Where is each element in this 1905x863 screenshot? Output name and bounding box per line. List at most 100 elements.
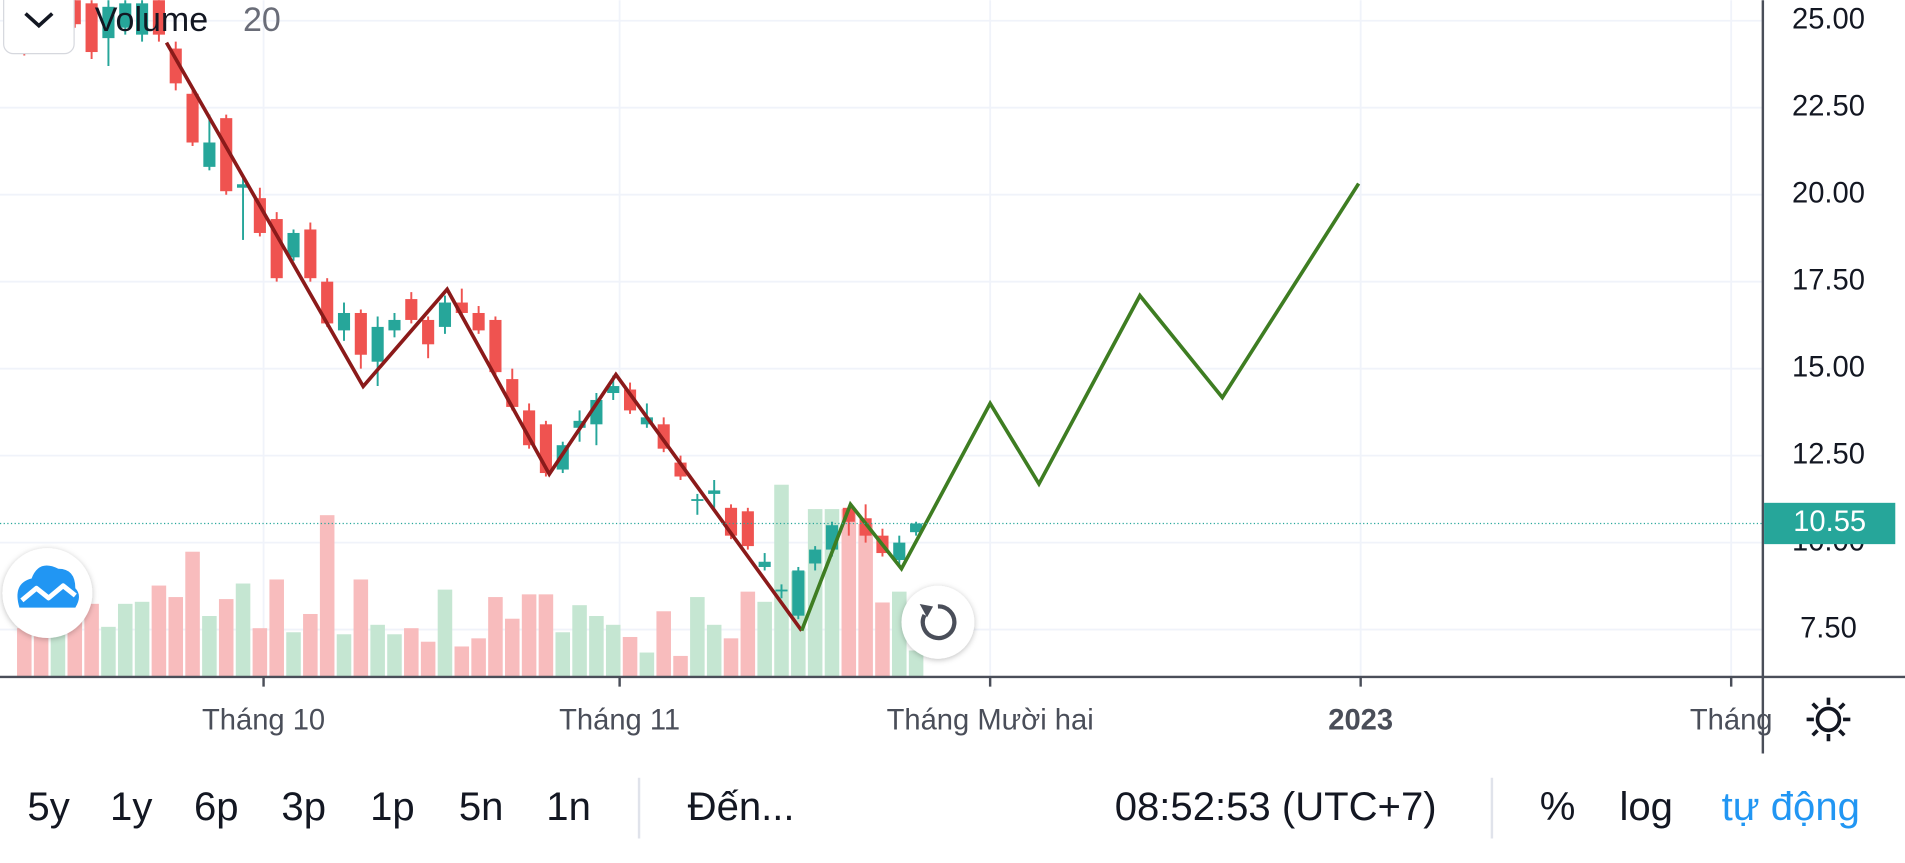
volume-bar: [488, 597, 503, 677]
volume-bar: [202, 616, 217, 677]
goto-date[interactable]: Đến...: [688, 785, 795, 829]
chevron-icon: [24, 12, 54, 29]
volume-bar: [471, 638, 486, 677]
volume-bar: [740, 591, 756, 677]
volume-bar: [303, 613, 318, 677]
volume-bar: [168, 597, 184, 677]
reset-button[interactable]: [901, 585, 975, 659]
auto-toggle[interactable]: tự động: [1722, 785, 1860, 829]
candle-body: [102, 6, 115, 39]
volume-bar: [622, 636, 638, 677]
range-button[interactable]: 1p: [370, 785, 415, 829]
candle-body: [775, 589, 788, 592]
volume-bar: [17, 628, 32, 677]
log-toggle[interactable]: log: [1619, 785, 1672, 829]
volume-bar: [656, 611, 671, 677]
volume-bar: [33, 628, 49, 677]
candle-body: [708, 490, 721, 494]
y-tick-label: 7.50: [1800, 612, 1857, 644]
volume-bar: [757, 601, 772, 677]
volume-bar: [572, 605, 587, 677]
candle-body: [893, 542, 906, 561]
last-price-box: [1764, 502, 1896, 545]
volume-bar: [117, 603, 133, 677]
candle-body: [220, 118, 233, 192]
range-button[interactable]: 5n: [459, 785, 504, 829]
volume-bar: [639, 652, 655, 677]
volume-bar: [151, 585, 167, 677]
volume-bar: [824, 509, 840, 677]
range-button[interactable]: 1y: [110, 785, 152, 829]
range-button[interactable]: 3p: [281, 785, 326, 829]
candle-body: [573, 420, 586, 428]
settings-button[interactable]: [1806, 697, 1851, 742]
overlay-layer: [0, 41, 1762, 632]
volume-bar: [605, 624, 621, 677]
trend-line: [799, 182, 1361, 632]
candle-body: [186, 93, 199, 143]
axes: 7.5010.0012.5015.0017.5020.0022.5025.00T…: [0, 0, 1905, 754]
reset-icon: [920, 604, 957, 641]
grid: [0, 0, 1762, 677]
candle-body: [253, 198, 266, 233]
volume-bar: [437, 589, 453, 677]
y-tick-label: 20.00: [1792, 177, 1865, 209]
y-tick-label: 12.50: [1792, 438, 1865, 470]
volume-bar: [101, 626, 116, 677]
candle-body: [337, 312, 351, 331]
candle-body: [270, 219, 283, 279]
candle-body: [741, 511, 754, 547]
x-tick-label: Tháng 10: [202, 705, 325, 737]
candle-body: [792, 570, 805, 616]
volume-bar: [269, 579, 284, 677]
volume-bar: [723, 638, 739, 677]
volume-bar: [353, 579, 369, 677]
x-tick-label: 2023: [1328, 705, 1393, 737]
toolbar: Đến... 08:52:53 (UTC+7) % log tự động 5y…: [27, 777, 1860, 839]
range-button[interactable]: 5y: [27, 785, 69, 829]
volume-bar: [875, 602, 890, 677]
candle-body: [623, 389, 637, 411]
reset-arrow: [919, 604, 934, 618]
trend-line: [164, 41, 804, 632]
volume-bar: [673, 655, 688, 677]
volume-bar: [370, 624, 385, 677]
study-length: 20: [243, 1, 281, 39]
volume-bar: [521, 594, 537, 677]
candle-body: [236, 184, 250, 188]
volume-bar: [504, 618, 520, 677]
candle-body: [119, 3, 132, 28]
range-button[interactable]: 6p: [194, 785, 239, 829]
volume-bar: [908, 650, 924, 677]
volume-bar: [690, 597, 705, 677]
candle-body: [455, 302, 468, 313]
range-button[interactable]: 1n: [546, 785, 591, 829]
x-tick-label: Tháng: [1690, 705, 1773, 737]
cloud-icon: [17, 565, 79, 608]
candle-body: [422, 319, 435, 345]
candle-body: [287, 232, 300, 258]
x-tick-label: Tháng 11: [559, 705, 680, 737]
candle-body: [640, 417, 653, 425]
settings-rays: [1806, 697, 1851, 742]
volume-bar: [706, 624, 722, 677]
candle-body: [371, 326, 384, 362]
clock: 08:52:53 (UTC+7): [1115, 785, 1437, 829]
candle-body: [489, 319, 502, 373]
cloud-line-icon: [20, 583, 77, 603]
y-tick-label: 17.50: [1792, 264, 1865, 296]
candle-body: [388, 319, 401, 331]
candle-body: [405, 299, 418, 320]
volume-bar: [319, 515, 335, 677]
volume-bar: [589, 616, 604, 677]
settings-icon: [1815, 706, 1842, 733]
volume-bar: [841, 509, 857, 677]
volume-bar: [185, 551, 200, 677]
candle-body: [472, 312, 485, 331]
y-tick-label: 15.00: [1792, 351, 1865, 383]
study-name: Volume: [95, 1, 208, 39]
percent-toggle[interactable]: %: [1540, 785, 1576, 829]
volume-bar: [858, 523, 873, 677]
volume-bar: [387, 634, 402, 677]
